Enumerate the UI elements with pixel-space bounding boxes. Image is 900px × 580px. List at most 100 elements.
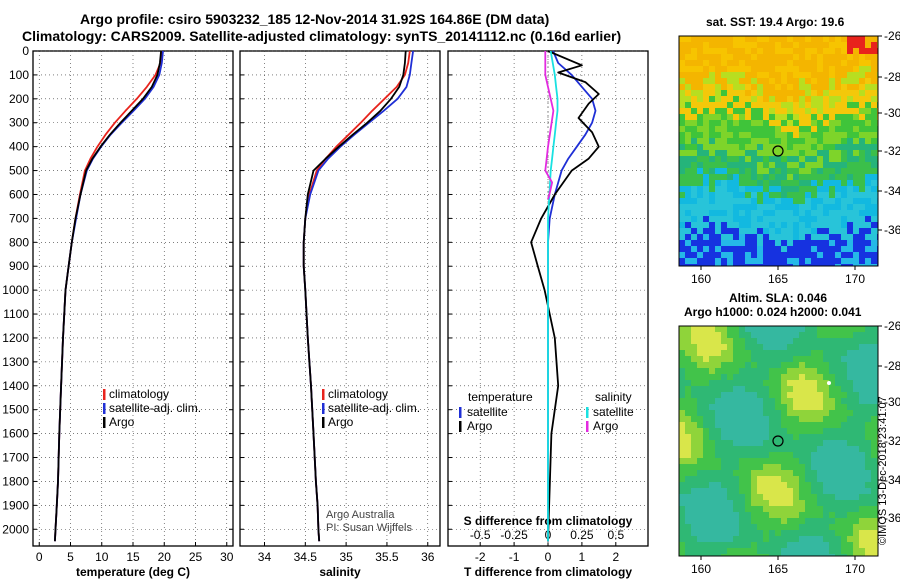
map-cell (757, 470, 763, 476)
map-cell (805, 210, 811, 216)
map-cell (871, 228, 877, 234)
chart-title-line1: Argo profile: csiro 5903232_185 12-Nov-2… (80, 11, 550, 27)
map-cell (715, 464, 721, 470)
map-cell (811, 338, 817, 344)
map-cell (811, 54, 817, 60)
map-cell (799, 398, 805, 404)
map-cell (853, 78, 859, 84)
map-cell (823, 392, 829, 398)
map-cell (835, 386, 841, 392)
map-cell (697, 234, 703, 240)
map-cell (787, 410, 793, 416)
map-cell (799, 368, 805, 374)
map-cell (829, 204, 835, 210)
map-cell (769, 150, 775, 156)
map-cell (793, 144, 799, 150)
map-cell (859, 548, 865, 554)
profile-panels: 0 5 10 15 20 25 300100200300400500600700800900… (2, 44, 649, 579)
map-cell (829, 174, 835, 180)
map-cell (685, 78, 691, 84)
argo-position-marker (772, 435, 784, 447)
legend-swatch-black (103, 417, 106, 428)
map-cell (811, 476, 817, 482)
map-cell (745, 174, 751, 180)
x-axis-label: salinity (319, 565, 361, 579)
map-cell (733, 362, 739, 368)
x-tick-label: 2 (612, 550, 619, 564)
map-cell (691, 258, 697, 264)
map-cell (817, 338, 823, 344)
map-cell (745, 512, 751, 518)
map-cell (745, 96, 751, 102)
map-cell (829, 326, 835, 332)
map-cell (871, 174, 877, 180)
map-cell (691, 120, 697, 126)
map-cell (691, 470, 697, 476)
map-cell (781, 162, 787, 168)
map-cell (841, 96, 847, 102)
map-cell (853, 258, 859, 264)
map-cell (871, 246, 877, 252)
map-cell (733, 524, 739, 530)
map-cell (775, 72, 781, 78)
map-cell (703, 476, 709, 482)
map-cell (859, 258, 865, 264)
map-cell (769, 512, 775, 518)
map-cell (811, 144, 817, 150)
map-cell (829, 464, 835, 470)
map-cell (787, 494, 793, 500)
map-cell (751, 344, 757, 350)
map-cell (841, 246, 847, 252)
map-cell (859, 440, 865, 446)
map-cell (841, 150, 847, 156)
map-cell (763, 470, 769, 476)
map-cell (823, 114, 829, 120)
map-cell (799, 54, 805, 60)
map-cell (853, 332, 859, 338)
map-cell (691, 476, 697, 482)
map-cell (685, 90, 691, 96)
map-cell (859, 48, 865, 54)
map-cell (781, 120, 787, 126)
map-cell (727, 368, 733, 374)
map-cell (871, 362, 877, 368)
map-cell (763, 524, 769, 530)
map-cell (709, 258, 715, 264)
map-cell (715, 84, 721, 90)
map-cell (685, 338, 691, 344)
map-cell (745, 494, 751, 500)
map-cell (793, 48, 799, 54)
map-cell (829, 500, 835, 506)
map-cell (865, 240, 871, 246)
map-cell (847, 536, 853, 542)
map-cell (823, 48, 829, 54)
map-cell (835, 326, 841, 332)
map-cell (703, 252, 709, 258)
map-cell (823, 326, 829, 332)
map-cell (787, 228, 793, 234)
map-cell (823, 344, 829, 350)
map-cell (733, 90, 739, 96)
map-cell (721, 72, 727, 78)
map-cell (859, 72, 865, 78)
map-cell (793, 192, 799, 198)
map-cell (697, 482, 703, 488)
map-cell (787, 368, 793, 374)
map-cell (733, 72, 739, 78)
map-cell (679, 344, 685, 350)
map-cell (853, 440, 859, 446)
map-cell (859, 150, 865, 156)
map-cell (823, 246, 829, 252)
map-cell (691, 108, 697, 114)
map-cell (691, 410, 697, 416)
map-cell (769, 180, 775, 186)
map-cell (823, 186, 829, 192)
map-cell (733, 60, 739, 66)
map-cell (721, 120, 727, 126)
map-cell (793, 90, 799, 96)
map-cell (799, 422, 805, 428)
map-cell (715, 258, 721, 264)
map-cell (769, 234, 775, 240)
map-cell (703, 132, 709, 138)
map-cell (679, 392, 685, 398)
